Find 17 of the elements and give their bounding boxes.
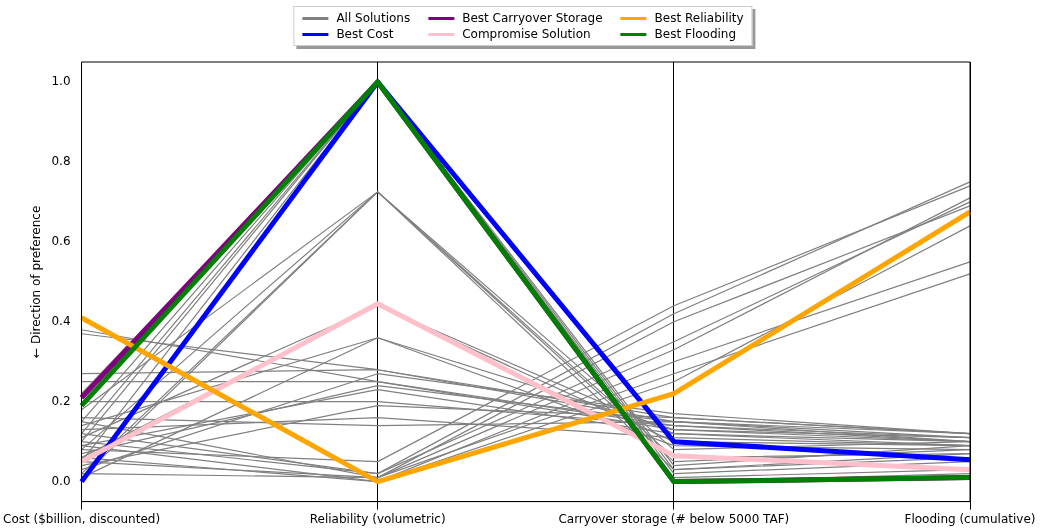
y-tick-label: 0.8 (51, 154, 71, 169)
y-tick-label: 0.4 (51, 313, 71, 328)
x-tick-label: Flooding (cumulative) (904, 511, 1036, 526)
y-axis-title: ← Direction of preference (29, 205, 44, 358)
legend-label: All Solutions (336, 11, 411, 25)
y-tick-label: 0.0 (51, 473, 71, 488)
legend-label: Compromise Solution (462, 27, 591, 41)
legend-label: Best Cost (336, 27, 394, 41)
legend-label: Best Reliability (654, 11, 744, 25)
y-tick-label: 0.2 (51, 393, 71, 408)
y-tick-label: 0.6 (51, 233, 71, 248)
x-tick-label: Cost ($billion, discounted) (3, 511, 161, 526)
x-tick-label: Reliability (volumetric) (309, 511, 446, 526)
y-tick-label: 1.0 (51, 74, 71, 89)
legend-label: Best Flooding (654, 27, 737, 41)
x-tick-label: Carryover storage (# below 5000 TAF) (558, 511, 790, 526)
legend-label: Best Carryover Storage (462, 11, 603, 25)
